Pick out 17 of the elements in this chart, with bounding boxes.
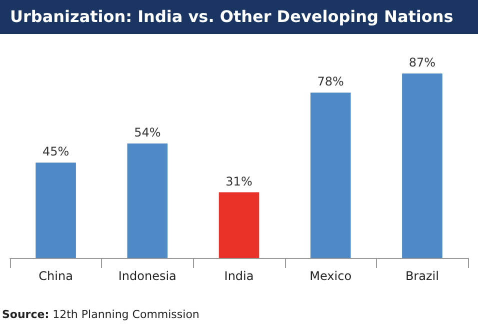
bar — [402, 74, 442, 258]
x-tick-label: Brazil — [405, 269, 439, 283]
source-note: Source: 12th Planning Commission — [1, 308, 200, 321]
bar — [310, 92, 351, 258]
x-tick-label: Indonesia — [118, 269, 176, 283]
bar — [218, 192, 260, 258]
chart-title: Urbanization: India vs. Other Developing Nations — [0, 0, 478, 34]
bar — [127, 144, 168, 258]
x-tick-label: India — [224, 269, 254, 283]
data-label: 31% — [226, 174, 252, 188]
data-label: 45% — [42, 144, 70, 159]
x-tick-label: Mexico — [310, 269, 352, 283]
data-label: 87% — [408, 56, 436, 70]
x-tick-label: China — [38, 269, 73, 283]
data-label: 54% — [134, 126, 161, 140]
data-label: 78% — [317, 74, 344, 89]
bar — [36, 162, 76, 258]
